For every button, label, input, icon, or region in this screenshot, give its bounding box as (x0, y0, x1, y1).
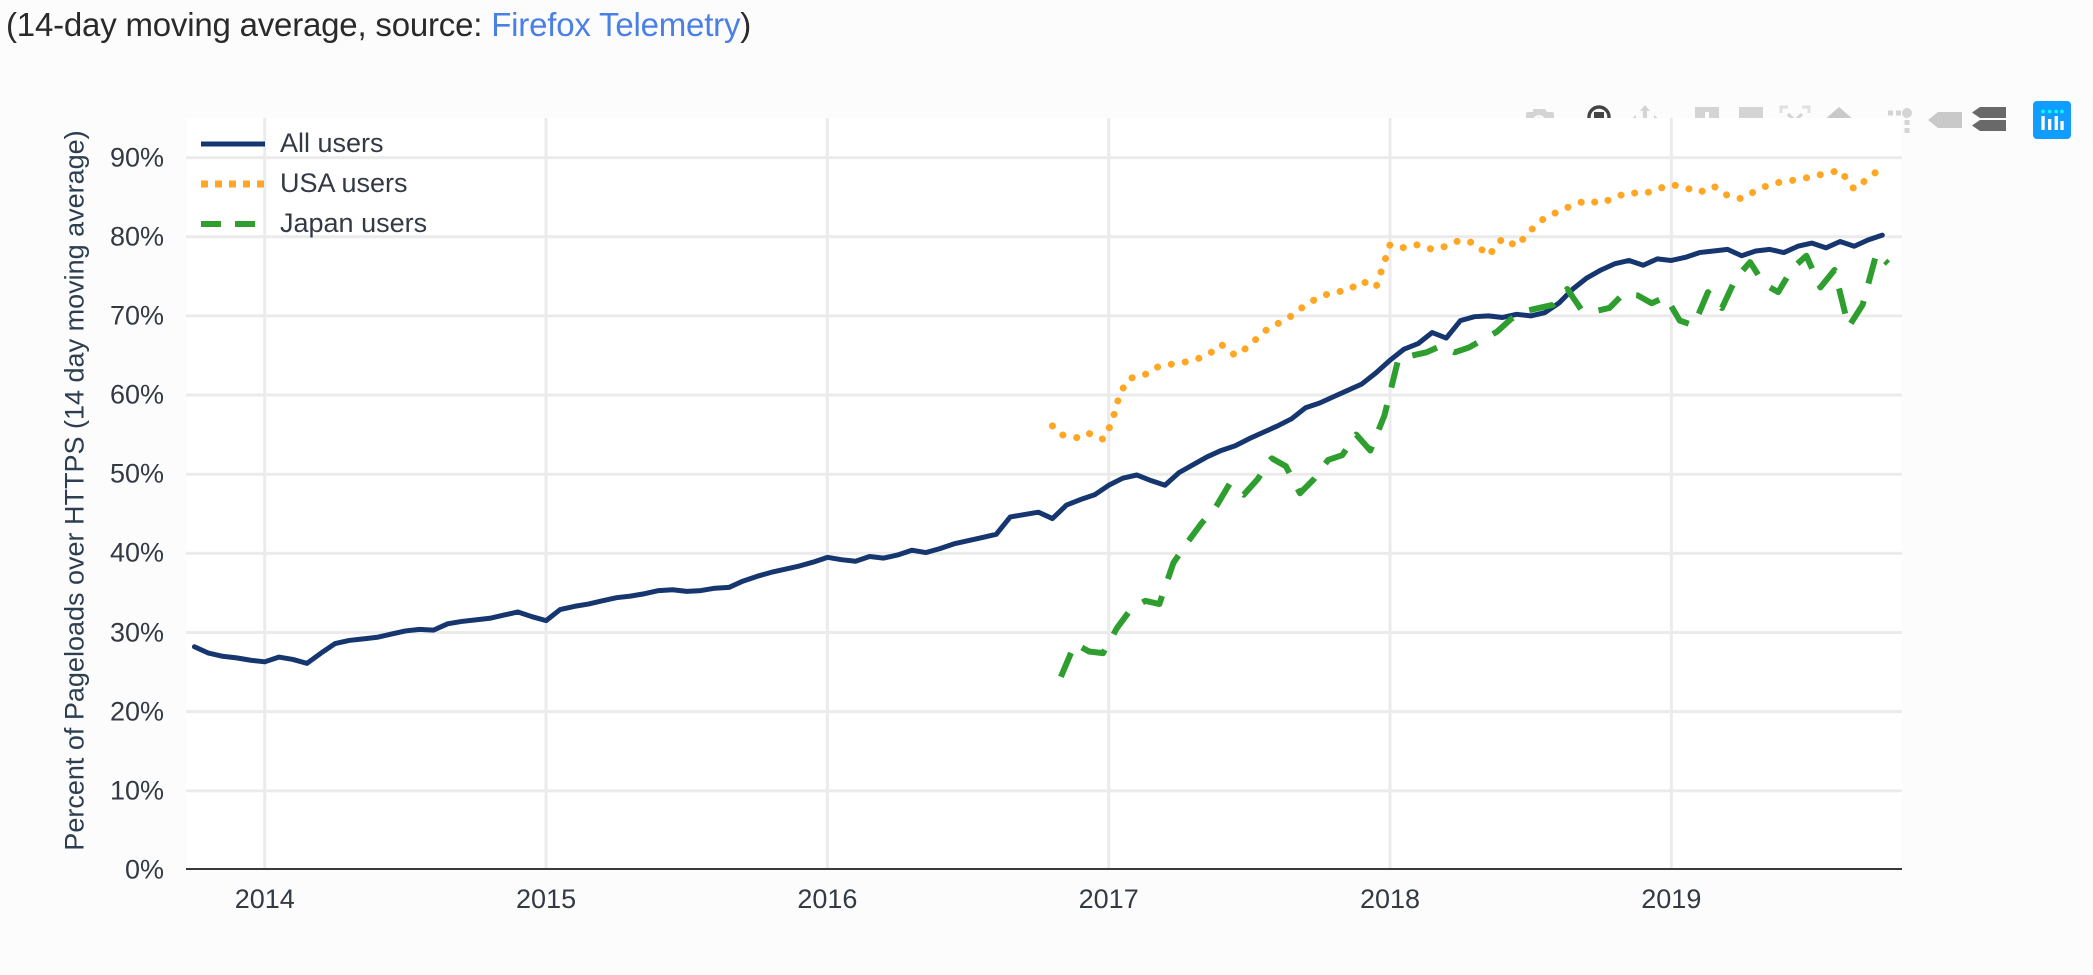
y-tick-label: 40% (109, 537, 164, 568)
x-axis-tick-labels: 2014 2015 2016 2017 2018 2019 (0, 60, 2093, 975)
firefox-telemetry-link[interactable]: Firefox Telemetry (491, 6, 741, 43)
legend-swatch-usa-users (200, 174, 266, 194)
legend-item-japan-users[interactable]: Japan users (200, 208, 427, 239)
x-tick-label: 2017 (1078, 884, 1139, 914)
data-series-layer (191, 163, 1891, 679)
y-tick-label: 60% (109, 379, 164, 410)
legend-label-japan-users: Japan users (280, 208, 428, 238)
spikeline-icon (1888, 108, 1912, 133)
series-line-all-users (191, 232, 1885, 666)
y-gridlines (186, 156, 1902, 793)
y-tick-label: 0% (124, 854, 164, 885)
x-tick-label: 2016 (797, 884, 858, 914)
chart-legend[interactable]: All users USA users Japan users (200, 128, 427, 239)
x-tick-label: 2014 (234, 884, 295, 914)
toggle-spikelines-button[interactable] (1879, 100, 1923, 140)
y-tick-label: 80% (109, 221, 164, 252)
series-line-japan-users (1058, 249, 1891, 679)
hover-closest-icon (1928, 112, 1962, 128)
subtitle-prefix: (14-day moving average, source: (6, 6, 492, 43)
legend-item-usa-users[interactable]: USA users (200, 168, 427, 199)
y-tick-label: 20% (109, 696, 164, 727)
x-gridlines (263, 118, 1673, 870)
subtitle-suffix: ) (740, 6, 752, 43)
plotly-logo-button[interactable] (2029, 100, 2075, 140)
chart-container: Percent of Pageloads over HTTPS (14 day … (0, 60, 2093, 975)
y-axis-tick-labels: 0% 10% 20% 30% 40% 50% 60% 70% 80% 90% (0, 60, 186, 975)
y-tick-label: 50% (109, 458, 164, 489)
x-tick-label: 2015 (516, 884, 577, 914)
legend-label-usa-users: USA users (280, 168, 408, 198)
chart-subtitle: (14-day moving average, source: Firefox … (6, 6, 751, 44)
legend-item-all-users[interactable]: All users (200, 128, 427, 159)
modebar-group-hover (1879, 100, 2011, 140)
y-tick-label: 90% (109, 142, 164, 173)
series-line-usa-users (1048, 163, 1886, 443)
x-tick-label: 2019 (1641, 884, 1702, 914)
legend-swatch-all-users (200, 134, 266, 154)
legend-label-all-users: All users (280, 128, 384, 158)
hover-compare-button[interactable] (1967, 100, 2011, 140)
hover-compare-icon (1972, 107, 2006, 131)
y-tick-label: 30% (109, 617, 164, 648)
plot-area[interactable] (186, 118, 1902, 870)
y-tick-label: 10% (109, 775, 164, 806)
plot-svg[interactable] (186, 118, 1902, 870)
y-tick-label: 70% (109, 300, 164, 331)
hover-closest-button[interactable] (1923, 100, 1967, 140)
x-tick-label: 2018 (1359, 884, 1421, 914)
legend-swatch-japan-users (200, 214, 266, 234)
plotly-logo-icon (2033, 101, 2071, 139)
